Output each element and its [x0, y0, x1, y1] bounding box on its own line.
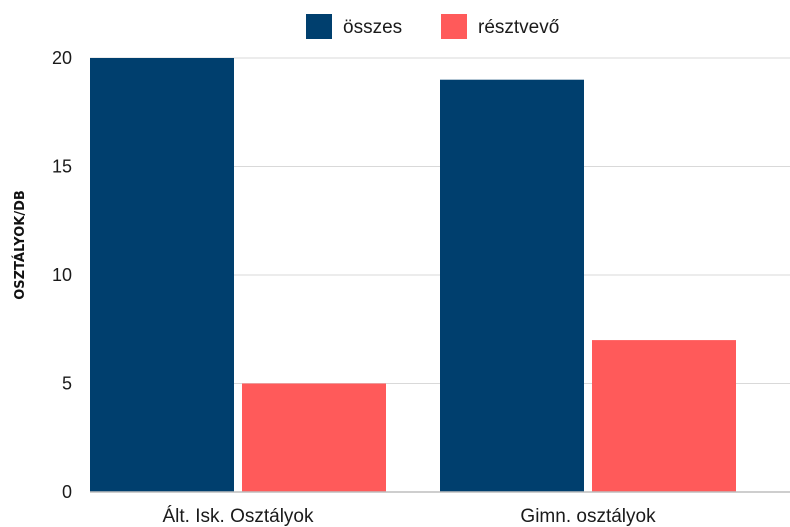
bar-osszes [440, 79, 584, 492]
bars [90, 58, 736, 492]
legend-label: résztvevő [478, 17, 559, 38]
bar-resztvevo [592, 340, 736, 492]
legend: összes résztvevő [306, 14, 559, 39]
axes: 0 5 10 15 20 Ált. Isk. Osztályok Gimn. osztály… [52, 48, 790, 527]
y-axis-label: OSZTÁLYOK/DB [12, 190, 28, 300]
y-tick-label: 5 [62, 374, 72, 394]
legend-swatch [441, 14, 467, 39]
x-category-label: Ált. Isk. Osztályok [163, 506, 314, 527]
y-tick-label: 10 [52, 265, 72, 285]
y-tick-label: 0 [62, 482, 72, 502]
y-tick-label: 20 [52, 48, 72, 68]
bar-osszes [90, 58, 234, 492]
legend-label: összes [343, 17, 402, 38]
y-tick-label: 15 [52, 157, 72, 177]
legend-swatch [306, 14, 332, 39]
bar-resztvevo [242, 383, 386, 492]
x-category-label: Gimn. osztályok [520, 506, 656, 527]
